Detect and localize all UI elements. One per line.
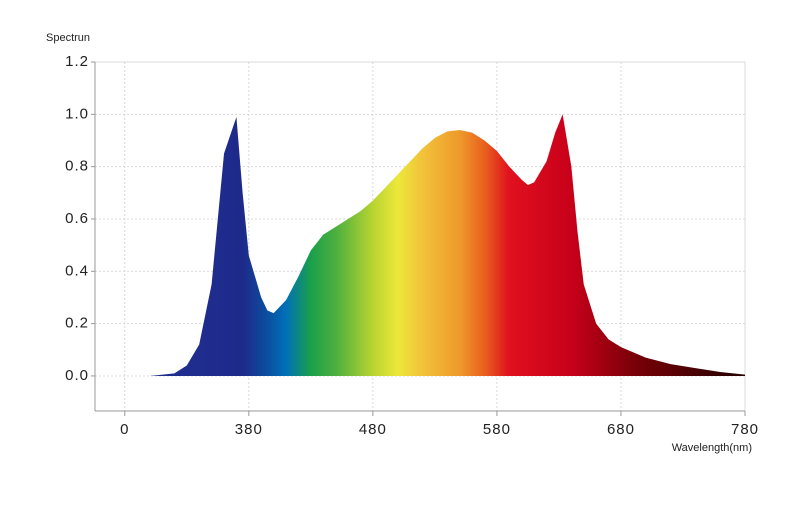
x-axis-title: Wavelength(nm) (672, 442, 752, 454)
y-axis-title: Spectrun (46, 32, 90, 44)
x-tick-label: 380 (235, 421, 263, 438)
y-tick-label: 1.0 (65, 105, 89, 122)
y-tick-label: 0.8 (65, 158, 89, 175)
y-tick-label: 0.2 (65, 315, 89, 332)
y-tick-label: 1.2 (65, 53, 89, 70)
x-tick-label: 780 (731, 421, 759, 438)
x-tick-label: 680 (607, 421, 635, 438)
x-tick-label: 580 (483, 421, 511, 438)
x-tick-label: 480 (359, 421, 387, 438)
y-tick-label: 0.6 (65, 210, 89, 227)
y-tick-label: 0.4 (65, 262, 89, 279)
x-tick-label: 0 (120, 421, 129, 438)
y-tick-label: 0.0 (65, 367, 89, 384)
spectrum-area (124, 114, 745, 376)
